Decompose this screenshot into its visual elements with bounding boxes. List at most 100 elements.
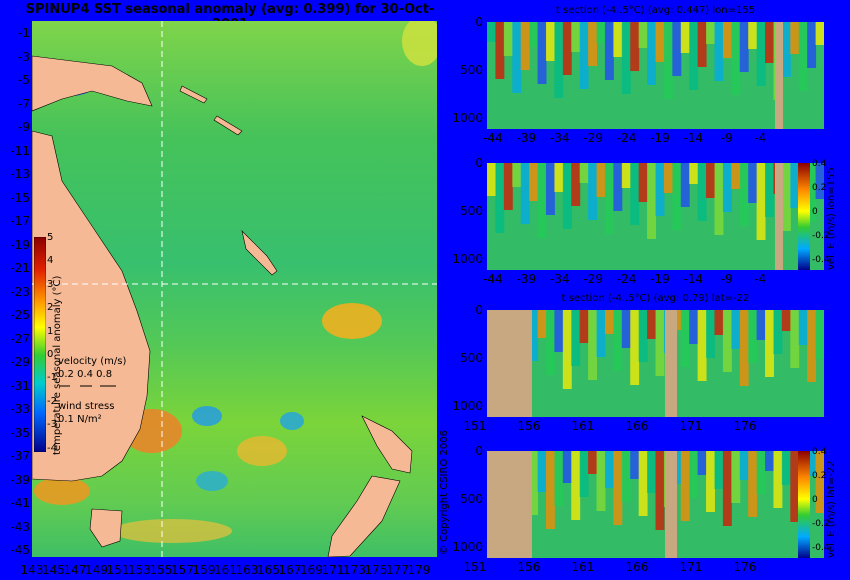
map-x-tick: 147 xyxy=(63,563,87,577)
velocity-colorbar xyxy=(798,163,810,270)
heatmap-cell xyxy=(706,310,715,358)
heatmap-cell xyxy=(697,22,707,67)
heatmap-cell xyxy=(596,163,606,197)
wind-stress-key: wind stress 0.1 N/m² xyxy=(58,400,114,426)
map-x-tick: 159 xyxy=(192,563,216,577)
heatmap-cell xyxy=(680,22,690,53)
heatmap-cell xyxy=(655,163,665,216)
anomaly-colorbar xyxy=(34,237,46,452)
section-y-tick: 500 xyxy=(460,351,483,365)
heatmap-cell xyxy=(798,22,808,91)
section-x-tick: 161 xyxy=(571,419,595,433)
heatmap-cell xyxy=(604,22,614,80)
map-x-tick: 167 xyxy=(278,563,302,577)
heatmap-cell xyxy=(562,22,572,75)
map-x-tick: 175 xyxy=(364,563,388,577)
heatmap-cell xyxy=(815,310,824,359)
heatmap-cell xyxy=(722,163,732,212)
section-x-tick: 156 xyxy=(517,419,541,433)
heatmap-cell xyxy=(621,451,631,502)
new-caledonia-land xyxy=(241,230,278,276)
heatmap-cell xyxy=(680,451,690,521)
heatmap-cell xyxy=(714,310,724,335)
map-y-tick: -17 xyxy=(10,214,30,228)
map-y-tick: -5 xyxy=(18,73,30,87)
heatmap-cell xyxy=(663,22,673,99)
heatmap-cell xyxy=(790,310,800,368)
heatmap-cell xyxy=(604,163,614,234)
heatmap-cell xyxy=(571,163,581,206)
heatmap-cell xyxy=(697,310,707,381)
section-x-tick: -4 xyxy=(754,272,767,286)
heatmap-cell xyxy=(807,22,817,68)
heatmap-cell xyxy=(571,310,581,366)
colorbar-tick: 5 xyxy=(47,232,54,243)
section-x-tick: -24 xyxy=(616,272,637,286)
heatmap-cell xyxy=(613,451,623,525)
map-y-tick: -41 xyxy=(10,496,30,510)
heatmap-cell xyxy=(638,310,648,362)
colorbar-tick: -3 xyxy=(47,419,57,431)
map-x-tick: 163 xyxy=(235,563,259,577)
map-y-tick: -7 xyxy=(18,96,30,111)
velocity-colorbar-label: vel. E (m/s) lat=-22 xyxy=(826,460,837,558)
section-y-tick: 0 xyxy=(475,444,483,458)
heatmap-cell xyxy=(756,310,766,340)
map-y-tick: -21 xyxy=(10,261,30,275)
heatmap-cell xyxy=(613,163,623,211)
heatmap-cell xyxy=(748,22,758,49)
section-x-tick: -19 xyxy=(650,272,670,286)
heatmap-cell xyxy=(562,163,572,229)
heatmap-cell xyxy=(512,22,522,93)
colorbar-tick: 4 xyxy=(47,255,54,267)
heatmap-cell xyxy=(529,451,539,515)
section-y-tick: 0 xyxy=(475,15,483,29)
section-x-tick: 176 xyxy=(733,560,757,574)
heatmap-cell xyxy=(714,163,724,235)
heatmap-cell xyxy=(487,22,496,42)
velocity-colorbar-tick: 0 xyxy=(812,495,818,505)
sst-anomaly-map xyxy=(32,21,437,557)
map-y-tick: -23 xyxy=(10,284,30,299)
map-x-tick: 177 xyxy=(386,563,409,577)
heatmap-cell xyxy=(512,163,522,187)
map-y-tick: -13 xyxy=(10,167,30,181)
heatmap-cell xyxy=(630,451,640,479)
heatmap-cell xyxy=(655,22,665,62)
section-land-mask xyxy=(487,310,532,417)
map-y-tick: -35 xyxy=(10,425,30,440)
section-y-tick: 500 xyxy=(460,63,483,77)
heatmap-cell xyxy=(689,451,699,498)
heatmap-cell xyxy=(781,163,791,231)
velocity-colorbar-tick: 0 xyxy=(812,207,818,217)
heatmap-cell xyxy=(520,22,530,70)
heatmap-cell xyxy=(655,310,665,376)
velocity-colorbar-tick: 0.2 xyxy=(812,183,827,193)
heatmap-cell xyxy=(487,163,496,196)
section-y-tick: 1000 xyxy=(452,399,483,413)
section-x-tick: -44 xyxy=(483,272,503,286)
section-heatmap xyxy=(487,451,824,558)
heatmap-cell xyxy=(579,163,589,183)
map-x-tick: 157 xyxy=(171,563,194,577)
section-x-tick: -34 xyxy=(549,272,570,286)
heatmap-cell xyxy=(647,451,656,493)
velocity-key: velocity (m/s) 0.2 0.4 0.8 xyxy=(58,355,126,395)
section-x-tick: -14 xyxy=(683,272,704,286)
heatmap-cell xyxy=(765,22,774,63)
warm-anomaly-blob xyxy=(402,21,437,66)
section-y-tick: 1000 xyxy=(452,540,483,554)
heatmap-cell xyxy=(731,163,741,189)
velocity-colorbar xyxy=(798,451,810,558)
heatmap-cell xyxy=(706,451,715,512)
heatmap-cell xyxy=(680,310,690,367)
colorbar-tick: 2 xyxy=(47,302,54,314)
heatmap-cell xyxy=(815,22,824,45)
map-x-tick: 145 xyxy=(42,563,65,577)
heatmap-cell xyxy=(638,163,648,202)
section-y-tick: 0 xyxy=(475,303,483,317)
section-y-tick: 0 xyxy=(475,156,483,170)
heatmap-cell xyxy=(630,22,640,71)
heatmap-cell xyxy=(765,451,774,471)
section-x-tick: 151 xyxy=(463,419,487,433)
